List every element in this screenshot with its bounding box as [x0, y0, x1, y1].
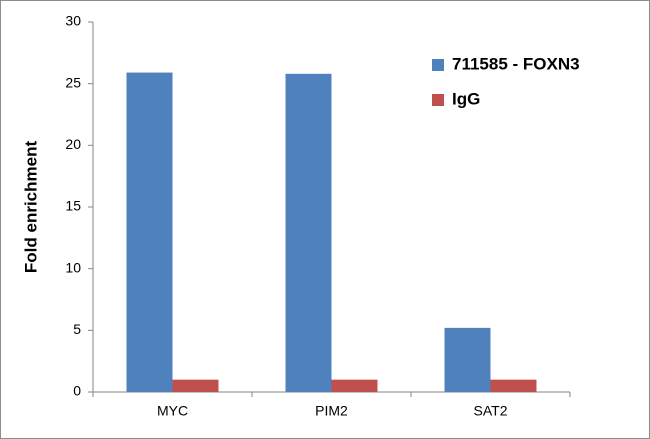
bar [331, 379, 378, 392]
bar [172, 379, 219, 392]
bar [490, 379, 537, 392]
x-tick-label: PIM2 [315, 403, 348, 419]
legend-label: 711585 - FOXN3 [452, 54, 580, 73]
legend-label: IgG [452, 89, 480, 108]
y-tick-label: 20 [65, 136, 81, 152]
y-tick-label: 5 [73, 321, 81, 337]
y-tick-label: 15 [65, 198, 81, 214]
x-tick-label: SAT2 [474, 403, 508, 419]
y-tick-label: 25 [65, 74, 81, 90]
legend-swatch [432, 94, 444, 106]
y-tick-label: 0 [73, 383, 81, 399]
y-axis-label: Fold enrichment [21, 141, 40, 274]
bar [126, 72, 173, 393]
legend-swatch [432, 59, 444, 71]
bar [285, 73, 332, 393]
bar [444, 327, 491, 392]
x-tick-label: MYC [157, 403, 188, 419]
y-tick-label: 30 [65, 13, 81, 29]
y-tick-label: 10 [65, 259, 81, 275]
